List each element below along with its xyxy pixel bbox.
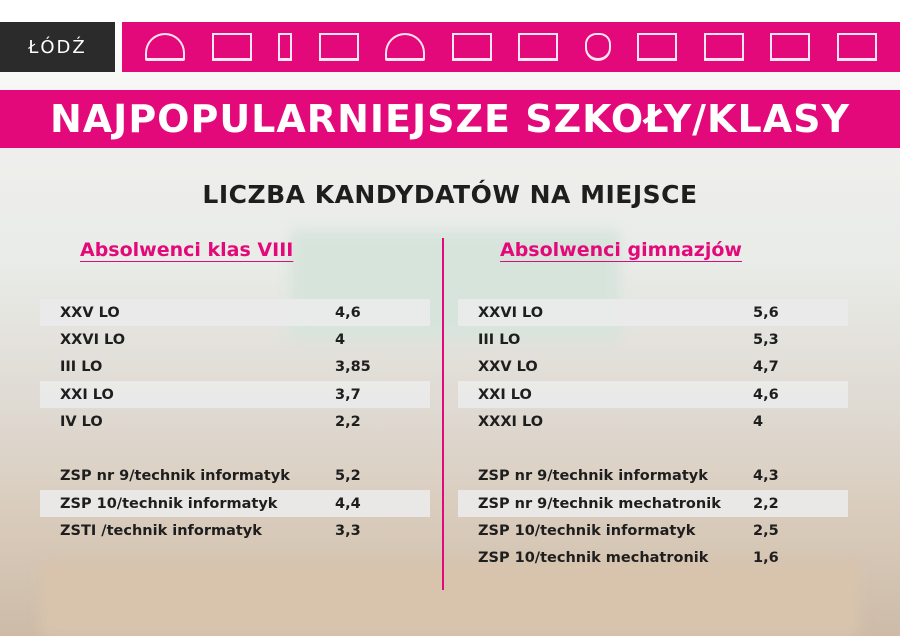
school-name: ZSP 10/technik informatyk: [60, 495, 278, 512]
candidates-per-place: 4: [335, 331, 346, 348]
landmark-icon-bar: [122, 22, 900, 72]
school-name: ZSP 10/technik informatyk: [478, 523, 696, 540]
candidates-per-place: 4,7: [753, 359, 779, 376]
candidates-per-place: 4: [753, 413, 764, 430]
logo-text: ŁÓDŹ: [28, 36, 87, 58]
table-spacer: [458, 435, 848, 462]
table-row: ZSP nr 9/technik informatyk 4,3: [458, 463, 848, 490]
school-name: XXI LO: [478, 386, 532, 403]
school-name: III LO: [60, 359, 103, 376]
table-row: XXXI LO 4: [458, 408, 848, 435]
school-name: ZSP nr 9/technik mechatronik: [478, 495, 721, 512]
ship-icon: [703, 33, 744, 61]
table-row: XXV LO 4,7: [458, 354, 848, 381]
table-row: XXVI LO 4: [40, 326, 430, 353]
table-row: ZSP 10/technik informatyk 2,5: [458, 517, 848, 544]
table-row: XXVI LO 5,6: [458, 299, 848, 327]
candidates-per-place: 4,6: [335, 304, 361, 321]
candidates-per-place: 3,85: [335, 359, 371, 376]
office-building-icon: [836, 33, 877, 61]
school-name: ZSP nr 9/technik informatyk: [478, 468, 708, 485]
arena-icon: [385, 33, 426, 61]
page-title: NAJPOPULARNIEJSZE SZKOŁY/KLASY: [0, 90, 900, 148]
school-name: III LO: [478, 331, 521, 348]
table-row: ZSP 10/technik mechatronik 1,6: [458, 545, 848, 572]
candidates-per-place: 4,6: [753, 386, 779, 403]
railway-station-icon: [145, 33, 186, 61]
lodz-logo: ŁÓDŹ: [0, 22, 115, 72]
left-column-heading: Absolwenci klas VIII: [80, 239, 294, 261]
candidates-per-place: 1,6: [753, 550, 779, 567]
factory-icon: [318, 33, 359, 61]
school-name: ZSP nr 9/technik informatyk: [60, 468, 290, 485]
school-name: XXVI LO: [478, 304, 544, 321]
candidates-per-place: 5,3: [753, 331, 779, 348]
candidates-per-place: 3,3: [335, 523, 361, 540]
table-row: IV LO 2,2: [40, 408, 430, 435]
right-column-heading: Absolwenci gimnazjów: [500, 239, 742, 261]
table-row: XXV LO 4,6: [40, 299, 430, 327]
school-name: ZSP 10/technik mechatronik: [478, 550, 709, 567]
table-row: ZSP nr 9/technik informatyk 5,2: [40, 463, 430, 490]
school-name: XXI LO: [60, 386, 114, 403]
table-row: III LO 3,85: [40, 354, 430, 381]
table-row: XXI LO 3,7: [40, 380, 430, 409]
candidates-per-place: 2,5: [753, 523, 779, 540]
table-row: III LO 5,3: [458, 326, 848, 353]
page-subtitle: LICZBA KANDYDATÓW NA MIEJSCE: [202, 180, 698, 209]
tower-block-icon: [518, 33, 559, 61]
candidates-per-place: 5,2: [335, 468, 361, 485]
table-row: ZSP 10/technik informatyk 4,4: [40, 490, 430, 518]
table-spacer: [40, 435, 430, 462]
candidates-per-place: 5,6: [753, 304, 779, 321]
gate-icon: [451, 33, 492, 61]
table-row: ZSP nr 9/technik mechatronik 2,2: [458, 490, 848, 518]
candidates-per-place: 4,4: [335, 495, 361, 512]
pavilion-icon: [211, 33, 252, 61]
monument-icon: [278, 33, 293, 61]
school-name: IV LO: [60, 413, 103, 430]
table-row: ZSTI /technik informatyk 3,3: [40, 517, 430, 544]
background-desks: [40, 560, 860, 636]
palace-icon: [637, 33, 678, 61]
column-divider: [442, 238, 444, 590]
school-name: XXV LO: [60, 304, 120, 321]
school-name: XXXI LO: [478, 413, 544, 430]
candidates-per-place: 2,2: [753, 495, 779, 512]
school-name: ZSTI /technik informatyk: [60, 523, 262, 540]
heart-icon: [584, 33, 611, 61]
left-table: XXV LO 4,6 XXVI LO 4 III LO 3,85 XXI LO 3,7 IV L…: [40, 299, 430, 545]
candidates-per-place: 4,3: [753, 468, 779, 485]
school-name: XXV LO: [478, 359, 538, 376]
candidates-per-place: 3,7: [335, 386, 361, 403]
candidates-per-place: 2,2: [335, 413, 361, 430]
right-table: XXVI LO 5,6 III LO 5,3 XXV LO 4,7 XXI LO 4,6 XXX…: [458, 299, 848, 572]
villa-icon: [770, 33, 811, 61]
school-name: XXVI LO: [60, 331, 126, 348]
table-row: XXI LO 4,6: [458, 380, 848, 409]
